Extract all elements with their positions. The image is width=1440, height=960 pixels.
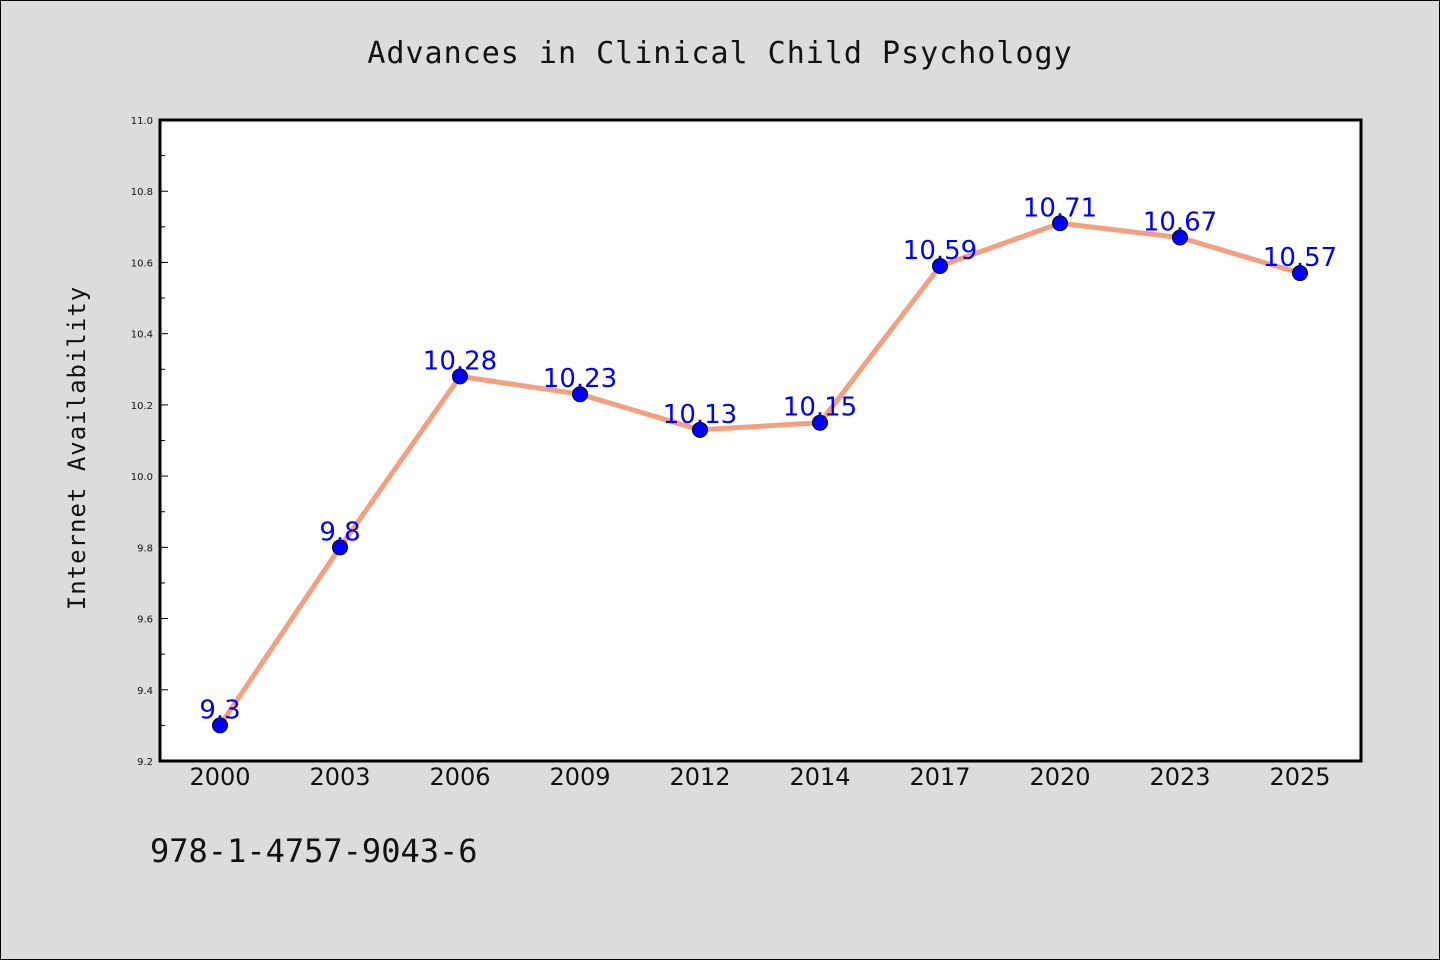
x-tick-label: 2009: [549, 763, 610, 791]
data-point-marker: [1052, 215, 1068, 232]
y-tick-label: 9.2: [137, 757, 153, 768]
data-label: 10.15: [783, 393, 857, 423]
data-label: 9.8: [319, 517, 360, 547]
data-point-marker: [1172, 229, 1188, 246]
data-point-marker: [692, 421, 708, 438]
isbn-text: 978-1-4757-9043-6: [150, 832, 478, 870]
y-tick-label: 10.2: [131, 401, 153, 412]
data-label: 10.57: [1263, 243, 1337, 273]
data-point-marker: [332, 539, 348, 556]
x-tick-label: 2012: [669, 763, 730, 791]
data-point-marker: [932, 258, 948, 275]
y-axis: 9.2 9.4 9.6 9.8 10.0 10.2 10.4 10.6 10.8 11.0: [131, 116, 168, 768]
y-tick-label: 10.0: [131, 472, 153, 483]
y-tick-label: 11.0: [131, 116, 153, 127]
chart-title: Advances in Clinical Child Psychology: [367, 36, 1072, 71]
data-point-marker: [572, 386, 588, 403]
y-tick-label: 10.6: [131, 258, 153, 269]
series-layer: 9.3 9.8 10.28 10.23 10.13 10.15 10.59 10.71 10.6…: [199, 193, 1337, 734]
data-label: 10.28: [423, 346, 497, 376]
data-point-marker: [1292, 265, 1308, 282]
data-point-marker: [812, 414, 828, 431]
x-tick-label: 2003: [309, 763, 370, 791]
data-label: 10.59: [903, 236, 977, 266]
y-tick-label: 9.6: [137, 615, 153, 626]
data-label: 10.71: [1023, 193, 1097, 223]
x-tick-label: 2006: [429, 763, 490, 791]
data-label: 9.3: [199, 695, 240, 725]
x-tick-label: 2017: [909, 763, 970, 791]
x-axis: 2000 2003 2006 2009 2012 2014 2017 2020 2023 2025: [189, 763, 1330, 791]
x-tick-label: 2023: [1149, 763, 1210, 791]
x-tick-label: 2000: [189, 763, 250, 791]
x-tick-label: 2020: [1029, 763, 1090, 791]
x-tick-label: 2014: [789, 763, 850, 791]
data-point-marker: [452, 368, 468, 385]
y-axis-label: Internet Availability: [63, 286, 91, 610]
y-tick-label: 10.4: [131, 330, 153, 341]
series-line: [217, 220, 1303, 728]
data-point-marker: [212, 717, 228, 734]
data-label: 10.67: [1143, 208, 1217, 238]
y-tick-label: 9.4: [137, 686, 153, 697]
data-label: 10.23: [543, 364, 617, 394]
plot-area: [158, 118, 1363, 763]
y-tick-label: 10.8: [131, 187, 153, 198]
data-label: 10.13: [663, 400, 737, 430]
x-tick-label: 2025: [1269, 763, 1330, 791]
y-tick-label: 9.8: [137, 543, 153, 554]
